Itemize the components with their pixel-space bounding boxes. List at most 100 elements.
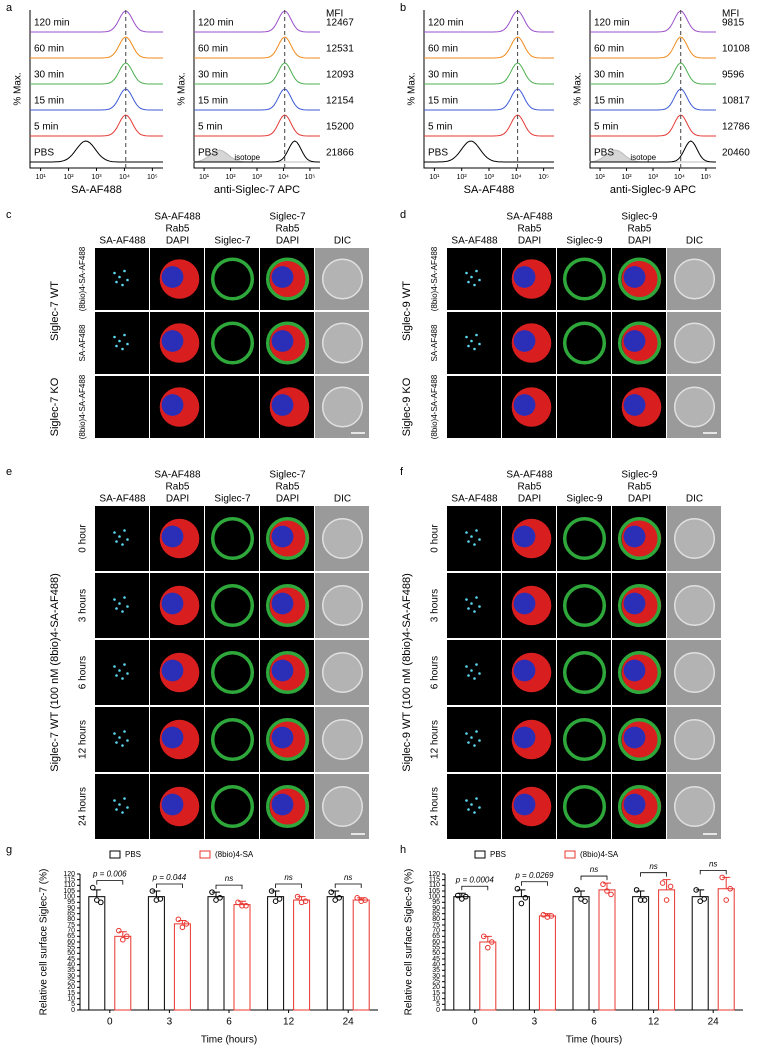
signal-dot — [121, 347, 124, 351]
y-tick-label: 30 — [67, 973, 75, 980]
data-point — [362, 897, 369, 903]
x-tick-label: 3 — [167, 1017, 173, 1028]
group-label: Siglec-9 WT — [401, 281, 413, 341]
bar — [233, 904, 251, 1011]
x-tick-label: 10² — [64, 174, 75, 181]
dic-cell — [673, 785, 716, 828]
isotope-label: isotope — [234, 153, 260, 162]
mfi-value: 12531 — [326, 44, 354, 55]
signal-dot — [115, 344, 118, 348]
signal-dot — [465, 271, 468, 275]
y-tick-label: 50 — [67, 950, 75, 957]
signal-dot — [115, 674, 118, 677]
panel-letter: b — [400, 2, 406, 14]
bar — [88, 896, 106, 1011]
x-tick-label: 10³ — [91, 174, 102, 181]
data-point — [514, 885, 521, 892]
signal-dot — [126, 538, 129, 541]
y-tick-label: 25 — [67, 979, 75, 986]
data-point — [328, 889, 335, 895]
signal-dot — [478, 739, 481, 742]
data-point — [582, 898, 588, 905]
x-tick-label: 0 — [472, 1017, 478, 1028]
axis-frame — [29, 10, 163, 169]
column-header: SA-AF488 — [99, 494, 146, 505]
column-header: Siglec-7 — [214, 494, 251, 505]
histogram-curve — [424, 88, 554, 111]
data-point — [149, 888, 156, 894]
histogram-curve — [590, 140, 716, 163]
signal-dot — [470, 535, 473, 538]
y-tick-label: 110 — [429, 882, 440, 889]
row-label: 0 hour — [78, 524, 89, 553]
x-tick-label: 6 — [226, 1017, 232, 1028]
row-label: (8bio)4-SA-AF488 — [78, 374, 87, 439]
histogram-curve — [424, 62, 554, 85]
legend-swatch — [199, 850, 211, 859]
bar — [538, 915, 556, 1011]
y-tick-label: 115 — [64, 877, 75, 884]
micrograph — [557, 376, 611, 438]
signal-dot — [465, 799, 468, 802]
x-tick-label: 10³ — [252, 174, 263, 181]
y-tick-label: 15 — [432, 990, 440, 997]
axis-frame — [589, 10, 716, 169]
significance-label: ns — [649, 862, 657, 871]
siglec-signal — [210, 257, 255, 301]
mfi-value: 9596 — [722, 70, 745, 81]
signal-dot — [478, 538, 481, 541]
signal-dot — [126, 806, 129, 809]
y-axis-label: % Max. — [177, 72, 188, 105]
micrograph — [447, 506, 501, 571]
error-bar — [152, 890, 161, 897]
siglec-signal — [617, 784, 662, 829]
y-tick-label: 95 — [432, 899, 440, 906]
bar — [114, 935, 132, 1011]
dapi-signal — [161, 659, 184, 682]
dapi-signal — [623, 266, 646, 288]
mfi-value: 21866 — [326, 148, 354, 159]
legend-label: PBS — [125, 850, 141, 859]
column-header: SA-AF488 — [506, 212, 553, 223]
signal-dot — [473, 677, 476, 680]
micrograph — [95, 707, 149, 772]
group-label: Siglec-7 KO — [49, 377, 61, 436]
x-tick-label: 10¹ — [429, 174, 440, 181]
histogram-curve — [590, 88, 716, 111]
signal-dot — [113, 799, 116, 802]
data-point — [239, 902, 245, 909]
y-tick-label: 70 — [432, 928, 440, 935]
data-point — [719, 874, 726, 881]
bar — [147, 896, 165, 1011]
group-label: Siglec-9 KO — [401, 377, 413, 436]
data-point — [548, 913, 555, 919]
y-axis-label: % Max. — [573, 72, 584, 105]
histogram-curve — [194, 62, 320, 85]
panel-letter: g — [6, 844, 12, 856]
signal-dot — [473, 610, 476, 613]
histogram-curve — [194, 88, 320, 111]
bar — [717, 888, 735, 1011]
data-point — [332, 897, 339, 903]
signal-dot — [467, 344, 470, 348]
dapi-signal — [161, 394, 184, 416]
sample-label: 5 min — [594, 122, 618, 133]
column-header: SA-AF488 — [154, 470, 201, 481]
y-tick-label: 85 — [67, 911, 75, 918]
signal-dot — [118, 602, 121, 605]
histogram-curve — [590, 114, 716, 137]
mfi-value: 10817 — [722, 96, 750, 107]
column-header: Rab5 — [166, 482, 190, 493]
dic-cell — [321, 386, 364, 428]
signal-dot — [467, 607, 470, 610]
sample-label: 5 min — [428, 122, 452, 133]
significance-label: p = 0.0004 — [455, 875, 495, 884]
column-header: Rab5 — [276, 482, 300, 493]
data-point — [336, 895, 343, 901]
data-point — [175, 916, 182, 923]
significance-bracket — [215, 884, 243, 890]
signal-dot — [473, 543, 476, 546]
row-label: SA-AF488 — [78, 324, 87, 361]
legend-swatch — [109, 850, 121, 859]
siglec-signal — [265, 784, 310, 829]
